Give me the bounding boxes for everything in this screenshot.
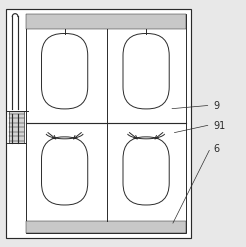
Bar <box>6 9 191 238</box>
Bar <box>26 221 186 233</box>
Text: 6: 6 <box>213 144 219 154</box>
FancyBboxPatch shape <box>123 34 169 109</box>
FancyBboxPatch shape <box>42 137 88 205</box>
Bar <box>26 14 186 29</box>
Bar <box>26 14 186 233</box>
Text: 91: 91 <box>213 121 225 131</box>
FancyBboxPatch shape <box>42 34 88 109</box>
Text: 9: 9 <box>213 102 219 111</box>
FancyBboxPatch shape <box>123 137 169 205</box>
Bar <box>9 111 25 143</box>
